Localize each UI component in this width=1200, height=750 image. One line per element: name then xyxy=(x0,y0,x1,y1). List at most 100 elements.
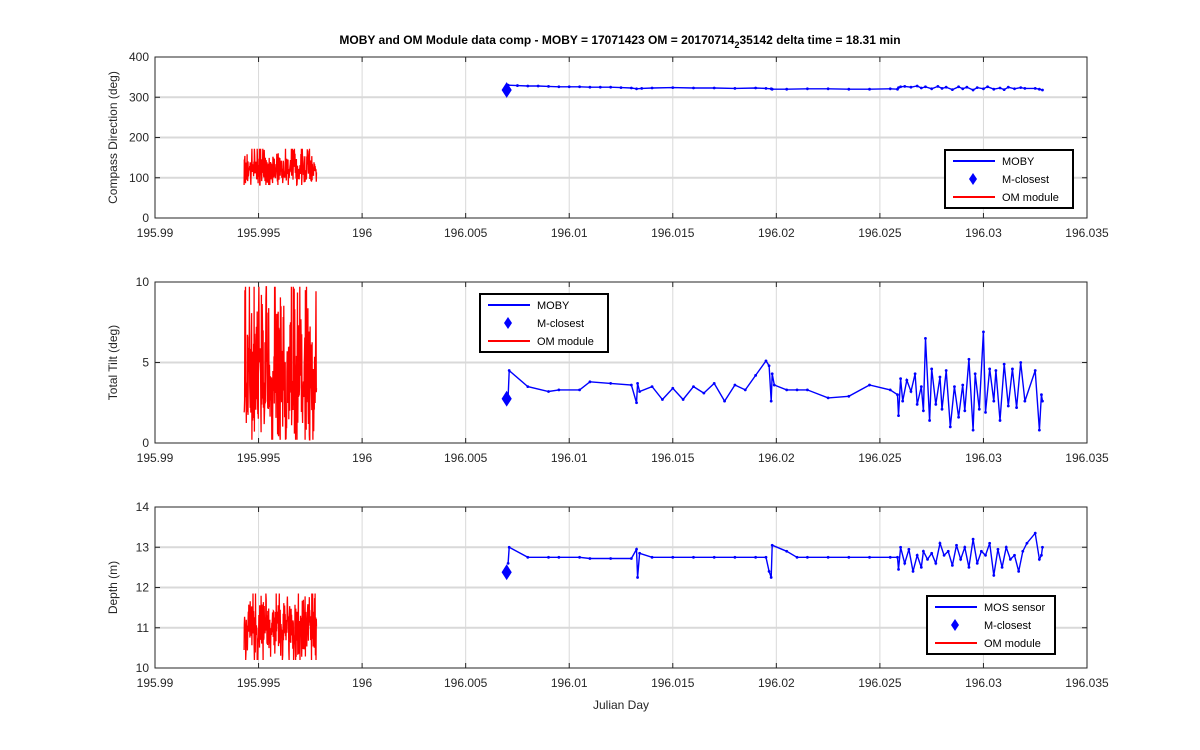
moby-point xyxy=(1041,399,1044,403)
x-tick-label: 196 xyxy=(352,226,372,240)
moby-point xyxy=(557,85,561,89)
moby-point xyxy=(957,415,960,419)
moby-point xyxy=(955,543,958,547)
moby-point xyxy=(963,409,967,413)
moby-point xyxy=(692,555,695,559)
moby-point xyxy=(578,85,581,89)
moby-point xyxy=(772,383,776,387)
moby-point xyxy=(919,385,923,389)
moby-point xyxy=(928,419,931,422)
legend-label: OM module xyxy=(1002,192,1059,204)
moby-point xyxy=(764,359,768,363)
moby-point xyxy=(847,394,851,398)
legend: MOBY M-closest OM module xyxy=(944,149,1074,209)
moby-point xyxy=(946,549,950,553)
moby-point xyxy=(536,84,540,88)
moby-point xyxy=(578,388,581,392)
moby-point xyxy=(1023,86,1027,90)
moby-point xyxy=(977,407,981,411)
x-tick-label: 196.025 xyxy=(858,676,902,690)
y-tick-label: 0 xyxy=(142,211,149,225)
moby-point xyxy=(930,87,934,91)
moby-point xyxy=(975,561,979,565)
legend-label: MOBY xyxy=(537,300,570,312)
y-tick-label: 14 xyxy=(136,500,150,514)
legend-label: OM module xyxy=(537,336,594,348)
moby-point xyxy=(996,547,1000,551)
moby-point xyxy=(588,380,592,384)
x-tick-label: 196 xyxy=(352,676,372,690)
moby-point xyxy=(934,402,938,406)
moby-point xyxy=(598,85,602,89)
moby-point xyxy=(754,373,758,377)
moby-point xyxy=(982,87,985,91)
axes-frame xyxy=(154,506,1088,669)
moby-point xyxy=(934,561,938,565)
x-tick-label: 196.02 xyxy=(758,226,795,240)
moby-point xyxy=(1013,553,1016,557)
moby-point xyxy=(944,85,948,89)
moby-point xyxy=(1033,531,1037,535)
moby-point xyxy=(650,385,654,389)
moby-point xyxy=(767,570,771,573)
moby-point xyxy=(636,576,639,579)
legend-box xyxy=(944,149,1074,209)
moby-point xyxy=(806,388,809,392)
y-tick-label: 10 xyxy=(136,661,150,675)
legend-label: MOBY xyxy=(1002,156,1035,168)
moby-point xyxy=(909,390,913,393)
moby-point xyxy=(930,367,934,371)
moby-point xyxy=(953,385,956,389)
moby-point xyxy=(959,557,963,561)
x-tick-label: 196.02 xyxy=(758,451,795,465)
moby-point xyxy=(971,88,975,92)
moby-point xyxy=(619,86,623,89)
legend: MOS sensor M-closest OM module xyxy=(926,595,1056,655)
moby-point xyxy=(950,563,954,567)
moby-point xyxy=(567,85,571,89)
x-tick-label: 195.99 xyxy=(137,676,174,690)
x-tick-label: 196.035 xyxy=(1065,676,1109,690)
m-closest-marker xyxy=(501,82,512,98)
moby-point xyxy=(896,555,899,559)
moby-point xyxy=(826,555,830,559)
moby-point xyxy=(638,390,642,393)
moby-point xyxy=(1011,367,1014,371)
moby-point xyxy=(973,372,977,376)
moby-point xyxy=(909,85,913,89)
moby-point xyxy=(1037,428,1041,432)
x-tick-label: 196.015 xyxy=(651,676,695,690)
moby-point xyxy=(629,86,633,90)
x-tick-label: 196.01 xyxy=(551,676,588,690)
m-closest-marker xyxy=(501,564,512,581)
moby-point xyxy=(975,86,979,89)
moby-point xyxy=(915,402,919,406)
y-tick-label: 10 xyxy=(136,275,150,289)
moby-point xyxy=(1000,565,1004,569)
moby-point xyxy=(901,399,905,403)
moby-point xyxy=(868,383,871,387)
moby-point xyxy=(1013,87,1016,91)
moby-point xyxy=(957,85,960,89)
moby-point xyxy=(899,377,902,380)
moby-point xyxy=(769,399,773,403)
moby-point xyxy=(926,557,929,561)
x-tick-label: 196.035 xyxy=(1065,451,1109,465)
legend-label: M-closest xyxy=(984,620,1031,632)
moby-point xyxy=(986,85,989,89)
moby-point xyxy=(588,557,592,560)
moby-point xyxy=(888,555,892,559)
x-tick-label: 196.03 xyxy=(965,226,1002,240)
moby-point xyxy=(1008,557,1012,561)
moby-point xyxy=(888,87,892,91)
legend-box xyxy=(926,595,1056,655)
moby-point xyxy=(547,390,550,393)
moby-point xyxy=(1004,545,1008,549)
x-tick-label: 196.015 xyxy=(651,451,695,465)
axes-frame xyxy=(154,56,1088,219)
moby-point xyxy=(1033,369,1037,372)
moby-point xyxy=(557,555,561,559)
y-tick-label: 11 xyxy=(137,621,150,635)
moby-point xyxy=(770,87,774,91)
